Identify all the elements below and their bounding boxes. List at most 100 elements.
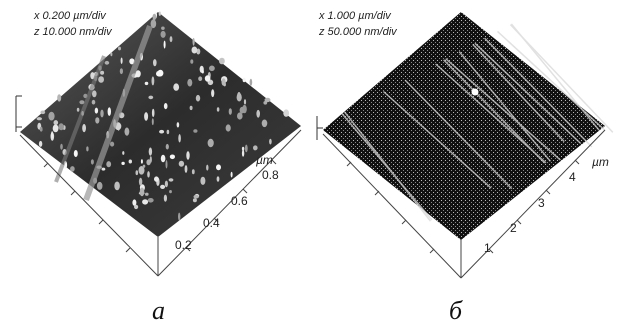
surface-bump <box>216 107 220 112</box>
surface-bump <box>138 166 145 175</box>
surface-bump <box>189 105 193 111</box>
surface-bump <box>91 99 96 105</box>
surface-bump <box>57 94 62 102</box>
surface-bump <box>263 101 268 105</box>
surface-bump <box>256 109 261 118</box>
surface-bump <box>156 70 163 77</box>
surface-bump <box>225 124 231 132</box>
surface-bump <box>164 180 168 188</box>
surface-bump <box>186 151 190 160</box>
panel-caption: а <box>152 296 165 325</box>
surface-bump <box>178 134 181 143</box>
surface-bump <box>190 59 194 64</box>
afm-panel-b: x 1.000 µm/div z 50.000 nm/div 1 <box>309 0 618 331</box>
surface-bump <box>150 19 157 29</box>
surface-bump <box>165 160 168 169</box>
surface-bump <box>192 198 197 203</box>
surface-bump <box>53 120 59 126</box>
surface-bump <box>166 129 170 135</box>
surface-bump <box>261 119 268 128</box>
surface-bump <box>40 110 46 115</box>
surface-bump <box>121 161 125 165</box>
surface-bump <box>211 89 215 98</box>
surface-bump <box>122 151 125 155</box>
surface-bump <box>216 176 220 182</box>
surface-bump <box>244 144 248 153</box>
surface-bump <box>269 138 272 145</box>
surface-bump <box>51 131 54 139</box>
axis-tick-label: 4 <box>569 170 576 184</box>
axis-tick-label: 2 <box>510 221 517 235</box>
surface-bump <box>129 58 135 65</box>
surface-bump <box>100 109 104 118</box>
surface-bump <box>60 143 63 150</box>
surface-bump <box>163 40 166 49</box>
axis-tick-label: 1 <box>484 241 491 255</box>
surface-bump <box>178 212 181 221</box>
surface-bump <box>195 94 201 102</box>
surface-streak <box>341 113 433 221</box>
surface-bump <box>184 165 188 173</box>
surface-bump <box>152 13 157 20</box>
surface-bump <box>70 166 75 172</box>
surface-streak <box>474 42 582 145</box>
surface-bump <box>104 60 110 65</box>
surface-streak <box>443 59 546 164</box>
surface-bump <box>146 159 151 166</box>
surface-bump <box>237 112 243 120</box>
surface-bump <box>138 177 143 186</box>
surface-streak <box>484 37 593 148</box>
surface-bump <box>193 129 198 133</box>
surface-bump <box>120 57 123 64</box>
surface-bump <box>191 169 195 175</box>
afm-3d-surface-a: 0.2 0.4 0.6 0.8 µm <box>15 11 302 277</box>
surface-bump <box>169 190 172 194</box>
surface-bump <box>206 164 209 171</box>
surface-bump <box>132 199 137 206</box>
axis-ticks-right <box>185 159 277 252</box>
surface-bump <box>96 181 103 190</box>
surface-bump <box>241 150 245 157</box>
surface-bump <box>118 46 121 51</box>
z-scale-label: z 10.000 nm/div <box>34 26 112 38</box>
axis-tick-label: 0.4 <box>203 216 220 230</box>
surface-bump <box>191 46 198 54</box>
surface-bump <box>86 146 89 152</box>
axis-tick-label: 0.2 <box>175 238 192 252</box>
surface-bump <box>119 68 123 75</box>
surface-bump <box>236 93 242 102</box>
surface-bump <box>207 138 214 148</box>
surface-streak <box>472 43 565 143</box>
surface-bump <box>201 69 204 74</box>
surface-bump <box>90 72 95 80</box>
surface-bump <box>82 124 86 133</box>
base-edge-left <box>19 134 159 277</box>
z-scale-label: z 50.000 nm/div <box>319 26 397 38</box>
surface-ridge <box>54 55 106 183</box>
surface-bump <box>95 117 100 124</box>
surface-bump <box>253 145 258 151</box>
surface-bump <box>153 59 157 67</box>
surface-bump <box>219 57 225 65</box>
surface-bump <box>187 78 193 87</box>
surface-particle <box>471 88 479 96</box>
surface-bump <box>151 76 155 86</box>
surface-bump <box>230 171 233 178</box>
afm-3d-surface-b: 1 2 3 4 µm <box>316 12 614 279</box>
surface-bump <box>147 198 154 203</box>
surface-bump <box>241 146 245 151</box>
surface-bump <box>158 11 161 16</box>
surface-bump <box>114 181 120 191</box>
surface-bump <box>239 106 245 114</box>
surface-bump <box>163 194 167 202</box>
surface-bump <box>148 147 153 156</box>
surface-bump <box>148 95 154 100</box>
surface-bump <box>135 170 139 176</box>
surface-bump <box>159 129 165 134</box>
surface-bump <box>48 111 55 121</box>
surface-bump <box>161 26 165 30</box>
surface-bump <box>154 176 159 182</box>
x-scale-label: x 1.000 µm/div <box>319 10 391 22</box>
surface-bump <box>165 143 169 150</box>
axis-tick-label: 3 <box>538 196 545 210</box>
